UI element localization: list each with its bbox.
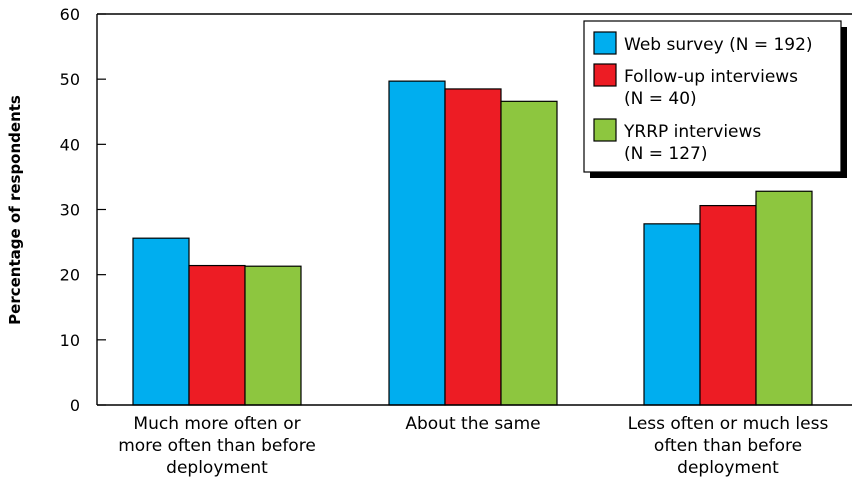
bars-group [132,80,813,406]
bar-series-1-category-2 [699,204,757,406]
bar-series-2-category-1 [500,100,558,406]
x-category-label: Much more often or more often than before… [118,414,316,478]
legend-label: YRRP interviews (N = 127) [623,122,761,164]
legend-label: Follow-up interviews (N = 40) [624,67,798,109]
legend-swatch [593,118,617,142]
bar-series-1-category-0 [188,264,246,406]
bar-series-0-category-1 [388,80,446,406]
bar-series-1-category-1 [444,88,502,406]
y-tick-label: 30 [60,201,80,220]
y-tick-label: 20 [60,266,80,285]
legend-swatch [593,63,617,87]
legend: Web survey (N = 192) Follow-up interviews… [583,20,847,178]
x-category-label: Less often or much less often than before… [628,414,829,478]
bar-series-0-category-2 [643,223,701,406]
x-category-label: About the same [405,414,540,434]
legend-box [583,20,842,173]
y-tick-label: 60 [60,5,80,24]
bar-series-2-category-0 [244,265,302,406]
legend-label: Web survey (N = 192) [624,35,813,55]
legend-swatch [593,31,617,55]
bar-series-2-category-2 [755,190,813,406]
y-tick-label: 0 [70,396,80,415]
x-categories-group: Much more often or more often than before… [118,414,828,478]
y-ticks-group: 0 10 20 30 40 50 60 [60,5,106,415]
y-tick-label: 40 [60,135,80,154]
bar-series-0-category-0 [132,237,190,406]
y-tick-label: 50 [60,70,80,89]
y-tick-label: 10 [60,331,80,350]
y-axis-label: Percentage of respondents [6,95,24,325]
